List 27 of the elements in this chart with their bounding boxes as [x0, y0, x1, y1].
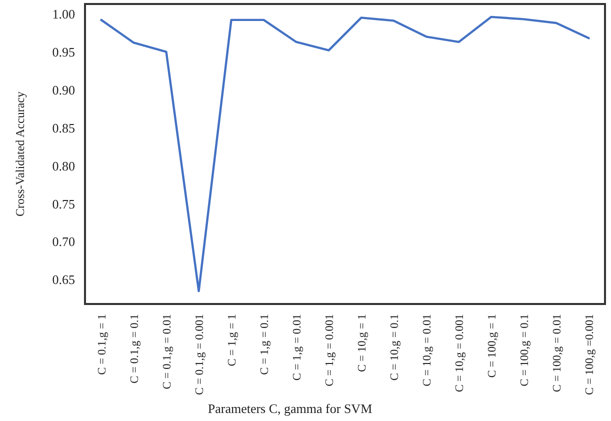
y-tick-label: 0.65 [52, 272, 75, 288]
x-tick-label: C = 100,g =0.001 [584, 314, 596, 396]
y-tick-label: 0.95 [52, 44, 75, 60]
x-tick-label: C = 10,g = 1 [356, 314, 368, 372]
x-tick-label: C = 100,g = 0.1 [518, 314, 531, 386]
x-tick-label: C = 1,g = 0.001 [324, 314, 336, 386]
x-tick-label: C = 1,g = 1 [226, 314, 238, 366]
x-tick-label: C = 10,g = 0.001 [454, 314, 466, 392]
x-axis-title: Parameters C, gamma for SVM [208, 401, 373, 416]
y-tick-label: 1.00 [52, 6, 75, 22]
y-tick-label: 0.70 [52, 234, 75, 250]
y-tick-label: 0.75 [52, 196, 75, 212]
x-tick-label: C = 0.1,g = 1 [96, 314, 108, 375]
line-series [100, 16, 590, 292]
y-axis-title: Cross-Validated Accuracy [13, 92, 27, 216]
y-tick-label: 0.80 [52, 158, 75, 174]
x-tick-label: C = 1,g = 0.1 [258, 314, 271, 375]
x-tick-label: C = 10,g = 0.1 [388, 314, 401, 381]
x-tick-label: C = 0.1,g = 0.1 [128, 314, 141, 384]
x-tick-label: C = 1,g = 0.01 [291, 314, 304, 381]
x-tick-label: C = 100,g = 0.01 [551, 314, 564, 392]
y-tick-label: 0.85 [52, 120, 75, 136]
x-tick-label: C = 0.1,g = 0.01 [161, 314, 174, 390]
y-tick-label: 0.90 [52, 82, 75, 98]
x-tick-label: C = 100,g = 1 [486, 314, 498, 378]
x-tick-label: C = 0.1,g = 0.001 [194, 314, 206, 396]
x-tick-label: C = 10,g = 0.01 [421, 314, 434, 386]
